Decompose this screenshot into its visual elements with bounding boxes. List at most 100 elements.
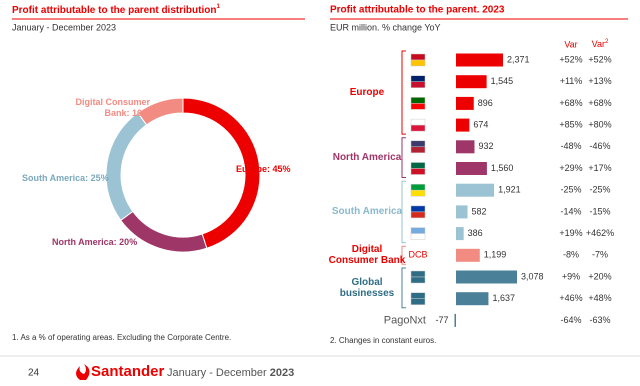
var2-value: +48% — [588, 293, 611, 303]
footnote: 2. Changes in constant euros. — [330, 336, 436, 345]
bar — [456, 248, 480, 262]
var-value: -8% — [563, 250, 579, 260]
group-bracket — [401, 137, 406, 178]
value-label: 386 — [468, 228, 483, 238]
group-label: Digital Consumer Bank — [328, 244, 406, 267]
var2-value: -46% — [589, 141, 610, 151]
var-value: -14% — [560, 206, 581, 216]
var-value: +19% — [559, 228, 582, 238]
column-header: Var — [564, 39, 577, 49]
flag-icon — [410, 276, 426, 284]
group-label: South America — [331, 206, 403, 218]
bar — [456, 53, 503, 67]
flag-icon — [410, 103, 426, 110]
left-title: Profit attributable to the parent distri… — [12, 4, 220, 16]
flag-icon — [410, 189, 426, 197]
title-text: Profit attributable to the parent distri… — [12, 5, 216, 16]
flag-icon — [410, 75, 426, 82]
page-number: 24 — [28, 368, 40, 379]
segment-label: South America: 25% — [22, 173, 109, 183]
var2-value: -25% — [589, 185, 610, 195]
brand: Santander — [91, 363, 165, 380]
flag-icon — [410, 118, 426, 126]
var2-value: +52% — [588, 54, 611, 64]
flag-icon — [410, 81, 426, 88]
group-bracket — [401, 267, 406, 309]
var2-value: +462% — [586, 228, 614, 238]
flag-icon — [410, 59, 426, 67]
bar — [456, 162, 487, 175]
value-label: 3,078 — [521, 271, 544, 281]
year: 2023 — [270, 367, 294, 379]
value-label: 1,637 — [492, 293, 515, 303]
var2-value: +80% — [588, 119, 611, 129]
var2-value: +13% — [588, 76, 611, 86]
group-bracket — [401, 180, 406, 244]
flag-icon — [410, 233, 426, 240]
right-subtitle: EUR million. % change YoY — [330, 22, 441, 32]
group-bracket — [401, 50, 406, 135]
var-value: -64% — [560, 315, 581, 325]
category-label: DCB — [408, 250, 427, 260]
var-value: +11% — [560, 76, 583, 86]
bar — [456, 118, 470, 132]
var2-value: +17% — [588, 163, 611, 173]
value-label: 582 — [472, 206, 487, 216]
segment-label: Digital Consumer Bank: 10% — [75, 97, 150, 118]
flag-icon — [410, 146, 426, 154]
flag-icon — [410, 97, 426, 104]
bar — [454, 313, 456, 327]
var-value: +52% — [559, 54, 582, 64]
value-label: 932 — [478, 141, 493, 151]
bar — [456, 75, 487, 89]
var-value: -48% — [560, 141, 581, 151]
flag-icon — [410, 298, 426, 305]
bar — [456, 140, 475, 154]
var2-value: -15% — [589, 206, 610, 216]
flag-icon — [410, 140, 426, 148]
group-label: Europe — [349, 87, 385, 99]
var2-value: +20% — [588, 271, 611, 281]
segment-label: North America: 20% — [52, 237, 138, 247]
var2-value: +68% — [588, 98, 611, 108]
var-value: +85% — [559, 119, 582, 129]
flag-icon — [410, 53, 426, 61]
var-value: -25% — [560, 185, 581, 195]
title-note: 1 — [216, 4, 220, 10]
flag-icon — [410, 270, 426, 278]
bar — [456, 292, 489, 306]
header-note: 2 — [605, 39, 609, 45]
bar — [456, 205, 468, 219]
flag-icon — [410, 205, 426, 213]
flag-icon — [410, 227, 426, 234]
bar — [456, 96, 474, 110]
donut-segment — [137, 97, 184, 126]
bar — [456, 183, 495, 197]
header-text: Var — [592, 39, 605, 49]
flag-icon — [410, 211, 426, 219]
footnote: 1. As a % of operating areas. Excluding … — [12, 333, 231, 342]
value-label: 1,545 — [491, 76, 514, 86]
footer-period: January - December 2023 — [167, 367, 294, 379]
value-label: 674 — [473, 119, 488, 129]
segment-label: Europe: 45% — [236, 164, 291, 174]
right-title: Profit attributable to the parent. 2023 — [330, 5, 505, 16]
flag-icon — [410, 183, 426, 191]
var2-value: -63% — [589, 315, 610, 325]
bar — [456, 270, 517, 284]
period: January - December — [167, 367, 267, 379]
value-label: 1,560 — [491, 163, 514, 173]
var-value: +68% — [559, 98, 582, 108]
donut-segment — [105, 112, 148, 221]
flag-icon — [410, 168, 426, 175]
var2-value: -7% — [592, 250, 608, 260]
flag-icon — [410, 162, 426, 169]
left-subtitle: January - December 2023 — [12, 22, 116, 32]
var-value: +46% — [559, 293, 582, 303]
logo-flame — [76, 364, 90, 380]
group-label: Global businesses — [339, 276, 395, 299]
var-value: +9% — [562, 271, 580, 281]
value-label: 1,921 — [498, 185, 521, 195]
